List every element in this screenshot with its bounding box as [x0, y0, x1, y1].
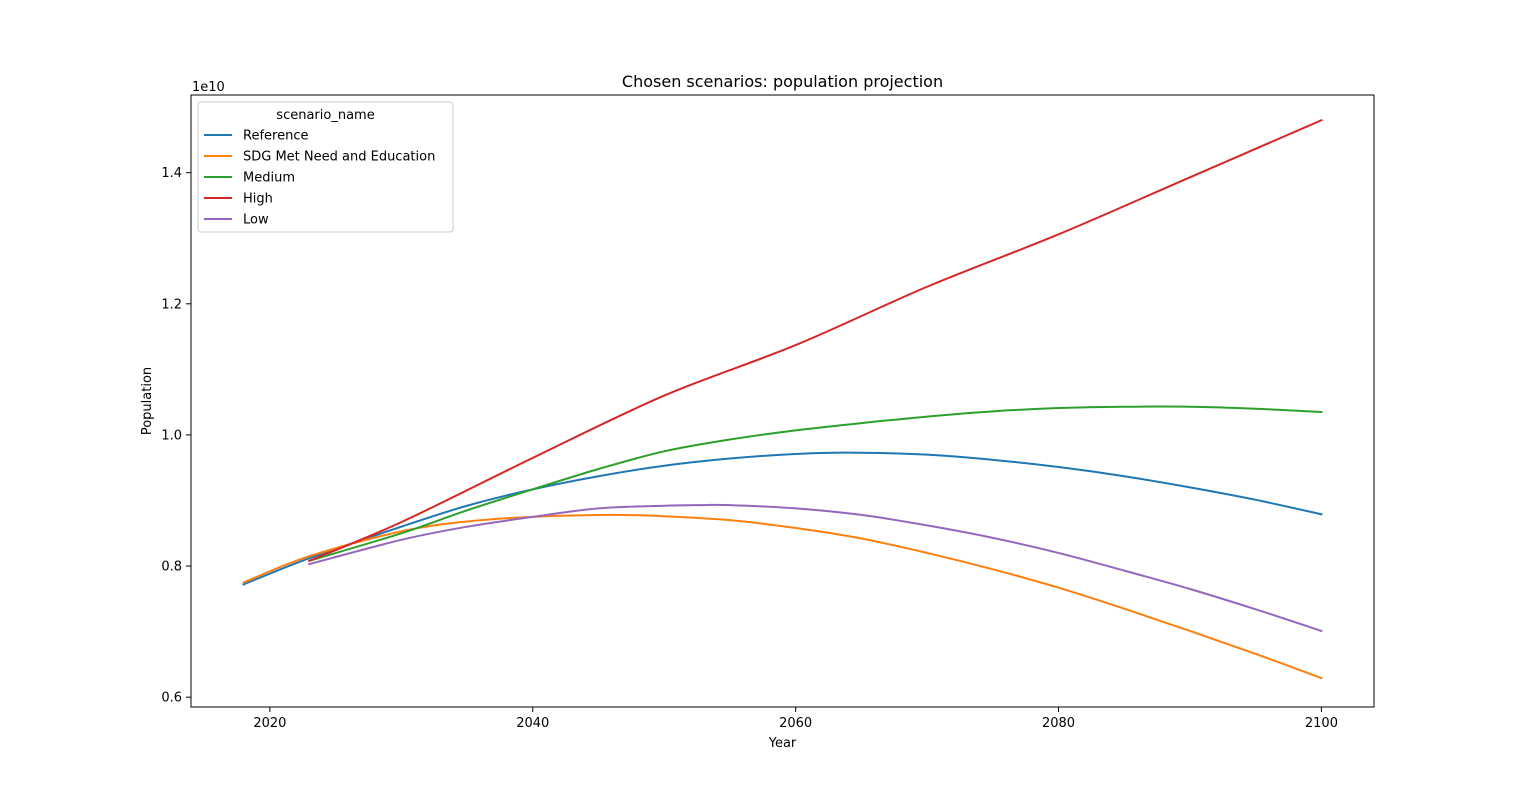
- y-tick-label: 1.4: [161, 166, 182, 181]
- series-layer: [242, 118, 1323, 680]
- legend: scenario_name Reference SDG Met Need and …: [197, 101, 454, 233]
- y-axis-offset-label: 1e10: [192, 80, 225, 95]
- legend-title: scenario_name: [276, 108, 374, 123]
- y-tick-label: 0.6: [161, 691, 182, 706]
- y-tick-label: 1.0: [161, 428, 182, 443]
- legend-label-reference: Reference: [243, 129, 308, 144]
- chart-title: Chosen scenarios: population projection: [622, 72, 943, 91]
- series-line-high: [307, 118, 1323, 563]
- plot-frame: [190, 94, 1375, 708]
- y-axis-ticks: 0.6 0.8 1.0 1.2 1.4: [161, 166, 191, 706]
- series-line-medium: [308, 405, 1323, 563]
- x-tick-label: 2080: [1042, 716, 1075, 731]
- legend-box: [197, 101, 454, 233]
- x-tick-label: 2100: [1305, 716, 1338, 731]
- y-tick-label: 0.8: [161, 560, 182, 575]
- x-axis-label: Year: [768, 736, 797, 751]
- y-axis-label: Population: [140, 367, 155, 435]
- x-tick-label: 2040: [516, 716, 549, 731]
- x-tick-label: 2020: [253, 716, 286, 731]
- series-line-low: [308, 503, 1323, 633]
- x-axis-ticks: 2020 2040 2060 2080 2100: [253, 707, 1338, 731]
- x-tick-label: 2060: [779, 716, 812, 731]
- legend-label-low: Low: [243, 213, 269, 228]
- legend-entries: Reference SDG Met Need and Education Mediu…: [204, 129, 435, 228]
- legend-label-high: High: [243, 192, 273, 207]
- y-tick-label: 1.2: [161, 297, 182, 312]
- legend-label-sdg-met-need-and-education: SDG Met Need and Education: [243, 150, 435, 165]
- legend-label-medium: Medium: [243, 171, 295, 186]
- series-line-reference: [242, 451, 1323, 586]
- series-line-sdg-met-need-and-education: [242, 513, 1323, 680]
